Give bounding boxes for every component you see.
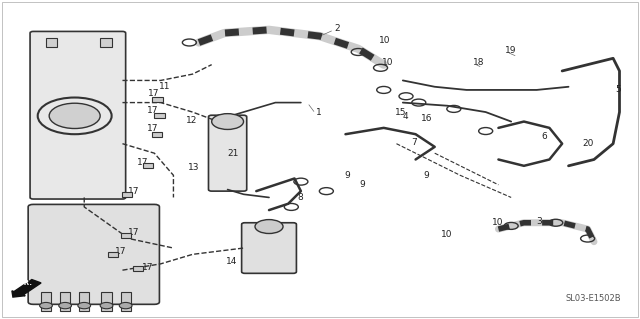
Text: FR.: FR. — [19, 280, 32, 286]
Bar — [108, 252, 118, 257]
Text: 17: 17 — [141, 263, 153, 271]
Circle shape — [255, 219, 283, 234]
Bar — [122, 192, 132, 197]
FancyBboxPatch shape — [30, 32, 125, 199]
Bar — [120, 292, 131, 311]
Text: 19: 19 — [505, 46, 516, 55]
Circle shape — [40, 302, 52, 309]
Circle shape — [100, 302, 113, 309]
Bar — [154, 113, 164, 118]
Text: 14: 14 — [226, 257, 237, 266]
Circle shape — [49, 103, 100, 129]
Text: 5: 5 — [615, 85, 621, 94]
Text: 10: 10 — [379, 36, 390, 45]
Text: 17: 17 — [115, 247, 126, 256]
Text: 2: 2 — [334, 24, 340, 33]
Text: 17: 17 — [136, 158, 148, 167]
Text: 17: 17 — [127, 228, 139, 237]
Text: 1: 1 — [316, 108, 321, 117]
Bar — [120, 233, 131, 238]
FancyBboxPatch shape — [28, 204, 159, 304]
Text: 11: 11 — [159, 82, 171, 91]
Text: 6: 6 — [541, 132, 547, 141]
Bar — [152, 97, 163, 102]
Text: 10: 10 — [492, 218, 504, 227]
Bar — [101, 292, 111, 311]
Text: 15: 15 — [395, 108, 406, 116]
Text: 17: 17 — [148, 89, 159, 98]
Text: 9: 9 — [423, 171, 429, 181]
Text: 10: 10 — [441, 230, 452, 239]
Bar — [46, 38, 58, 47]
Text: 18: 18 — [473, 58, 484, 67]
Text: 13: 13 — [188, 163, 199, 172]
Text: 21: 21 — [228, 149, 239, 158]
Bar — [143, 163, 153, 168]
Text: 3: 3 — [537, 217, 543, 226]
Text: 16: 16 — [420, 114, 432, 123]
Bar — [100, 38, 111, 47]
Text: 20: 20 — [582, 139, 594, 148]
Bar — [133, 266, 143, 271]
FancyBboxPatch shape — [242, 223, 296, 273]
Bar — [79, 292, 90, 311]
Circle shape — [59, 302, 72, 309]
Text: 9: 9 — [344, 171, 350, 180]
FancyArrow shape — [12, 279, 41, 297]
Text: 7: 7 — [411, 138, 417, 147]
Text: 10: 10 — [383, 58, 394, 67]
Text: 9: 9 — [360, 180, 365, 189]
Text: 8: 8 — [298, 193, 303, 202]
FancyBboxPatch shape — [209, 115, 246, 191]
Text: 17: 17 — [147, 124, 158, 133]
Bar — [152, 132, 162, 137]
Circle shape — [78, 302, 91, 309]
Text: SL03-E1502B: SL03-E1502B — [565, 294, 621, 303]
Bar — [41, 292, 51, 311]
Text: 17: 17 — [127, 187, 139, 196]
Text: 12: 12 — [186, 116, 198, 125]
Bar — [60, 292, 70, 311]
Text: 4: 4 — [403, 112, 408, 121]
Circle shape — [119, 302, 132, 309]
Circle shape — [212, 114, 244, 130]
Text: 17: 17 — [147, 106, 158, 115]
